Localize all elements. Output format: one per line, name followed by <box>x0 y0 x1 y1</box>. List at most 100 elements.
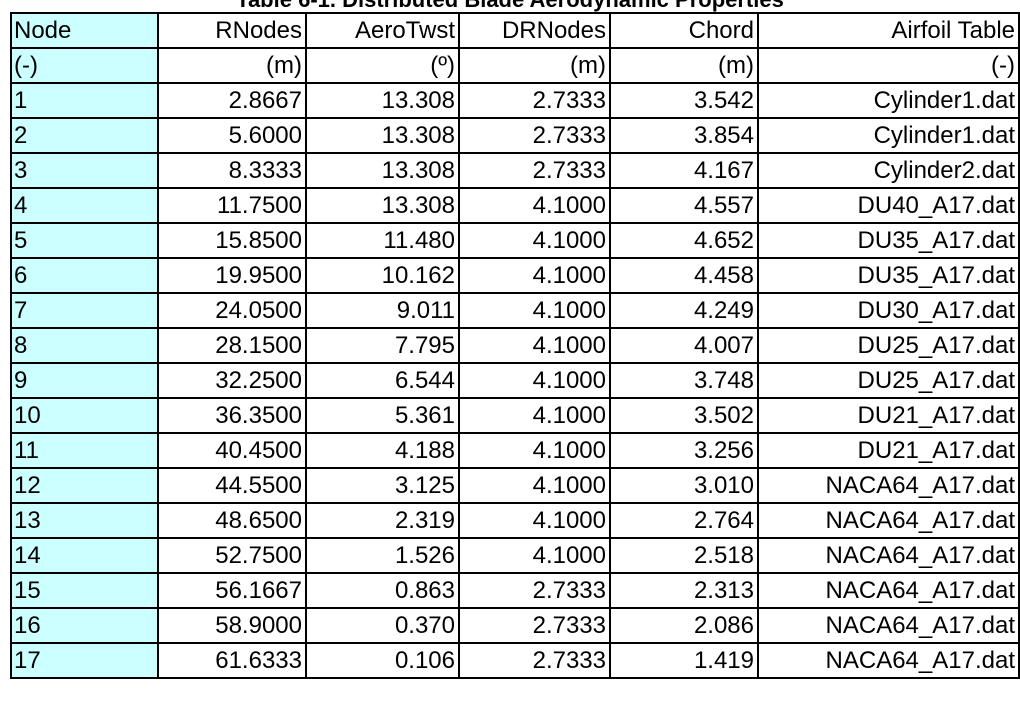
cell: 56.1667 <box>157 572 307 609</box>
cell: 58.9000 <box>157 607 307 644</box>
cell: 44.5500 <box>157 467 307 504</box>
cell: 3.854 <box>609 117 759 154</box>
cell: DU30_A17.dat <box>757 292 1020 329</box>
node-cell: 3 <box>10 152 159 189</box>
cell: 2.313 <box>609 572 759 609</box>
cell: 4.652 <box>609 222 759 259</box>
cell: Cylinder2.dat <box>757 152 1020 189</box>
cell: Airfoil Table <box>757 12 1020 49</box>
cell: 4.1000 <box>458 292 611 329</box>
cell: 36.3500 <box>157 397 307 434</box>
node-cell: 14 <box>10 537 159 574</box>
cell: DU21_A17.dat <box>757 397 1020 434</box>
cell: (º) <box>305 47 460 84</box>
node-cell: Node <box>10 12 159 49</box>
data-row: 13 48.6500 2.319 4.1000 2.764 NACA64_A17.dat <box>10 502 1020 539</box>
cell: 4.1000 <box>458 432 611 469</box>
cell: DU40_A17.dat <box>757 187 1020 224</box>
node-cell: 6 <box>10 257 159 294</box>
cell: 2.7333 <box>458 607 611 644</box>
cell: 2.8667 <box>157 82 307 119</box>
cell: NACA64_A17.dat <box>757 642 1020 679</box>
data-row: 17 61.6333 0.106 2.7333 1.419 NACA64_A17.dat <box>10 642 1020 679</box>
cell: 13.308 <box>305 117 460 154</box>
cell: 0.106 <box>305 642 460 679</box>
cell: 8.3333 <box>157 152 307 189</box>
cell: 3.502 <box>609 397 759 434</box>
cell: 52.7500 <box>157 537 307 574</box>
cell: 5.6000 <box>157 117 307 154</box>
cell: 4.007 <box>609 327 759 364</box>
cell: 32.2500 <box>157 362 307 399</box>
data-row: 2 5.6000 13.308 2.7333 3.854 Cylinder1.dat <box>10 117 1020 154</box>
data-row: 4 11.7500 13.308 4.1000 4.557 DU40_A17.dat <box>10 187 1020 224</box>
node-cell: 16 <box>10 607 159 644</box>
cell: 2.319 <box>305 502 460 539</box>
cell: 4.1000 <box>458 327 611 364</box>
cell: 13.308 <box>305 152 460 189</box>
cell: NACA64_A17.dat <box>757 607 1020 644</box>
data-row: 9 32.2500 6.544 4.1000 3.748 DU25_A17.dat <box>10 362 1020 399</box>
cell: (m) <box>458 47 611 84</box>
data-row: 15 56.1667 0.863 2.7333 2.313 NACA64_A17.dat <box>10 572 1020 609</box>
data-row: 16 58.9000 0.370 2.7333 2.086 NACA64_A17.dat <box>10 607 1020 644</box>
cell: 0.370 <box>305 607 460 644</box>
cell: (-) <box>757 47 1020 84</box>
cell: 13.308 <box>305 187 460 224</box>
cell: 13.308 <box>305 82 460 119</box>
cell: 2.7333 <box>458 82 611 119</box>
cell: 2.7333 <box>458 117 611 154</box>
cell: AeroTwst <box>305 12 460 49</box>
node-cell: 9 <box>10 362 159 399</box>
cell: NACA64_A17.dat <box>757 502 1020 539</box>
cell: (m) <box>157 47 307 84</box>
cell: 2.086 <box>609 607 759 644</box>
cell: (m) <box>609 47 759 84</box>
cell: DU25_A17.dat <box>757 362 1020 399</box>
cell: 4.1000 <box>458 362 611 399</box>
cell: 4.1000 <box>458 397 611 434</box>
cell: 2.7333 <box>458 152 611 189</box>
cell: 4.188 <box>305 432 460 469</box>
cell: 4.167 <box>609 152 759 189</box>
cell: DU35_A17.dat <box>757 222 1020 259</box>
cell: 3.256 <box>609 432 759 469</box>
header-row: (-) (m) (º) (m) (m) (-) <box>10 47 1020 84</box>
table-body: Node RNodes AeroTwst DRNodes Chord Airfoil Ta… <box>10 12 1020 679</box>
data-row: 10 36.3500 5.361 4.1000 3.502 DU21_A17.dat <box>10 397 1020 434</box>
node-cell: (-) <box>10 47 159 84</box>
data-row: 6 19.9500 10.162 4.1000 4.458 DU35_A17.dat <box>10 257 1020 294</box>
cell: 3.542 <box>609 82 759 119</box>
data-row: 5 15.8500 11.480 4.1000 4.652 DU35_A17.dat <box>10 222 1020 259</box>
data-row: 3 8.3333 13.308 2.7333 4.167 Cylinder2.dat <box>10 152 1020 189</box>
cell: NACA64_A17.dat <box>757 572 1020 609</box>
cell: 4.1000 <box>458 537 611 574</box>
cell: 2.7333 <box>458 642 611 679</box>
cell: 10.162 <box>305 257 460 294</box>
node-cell: 17 <box>10 642 159 679</box>
data-row: 14 52.7500 1.526 4.1000 2.518 NACA64_A17.dat <box>10 537 1020 574</box>
cell: 2.7333 <box>458 572 611 609</box>
cell: 4.557 <box>609 187 759 224</box>
cell: 6.544 <box>305 362 460 399</box>
node-cell: 13 <box>10 502 159 539</box>
cell: 7.795 <box>305 327 460 364</box>
cell: 15.8500 <box>157 222 307 259</box>
node-cell: 1 <box>10 82 159 119</box>
cell: 9.011 <box>305 292 460 329</box>
cell: NACA64_A17.dat <box>757 537 1020 574</box>
cell: DU35_A17.dat <box>757 257 1020 294</box>
cell: 2.518 <box>609 537 759 574</box>
node-cell: 7 <box>10 292 159 329</box>
node-cell: 12 <box>10 467 159 504</box>
node-cell: 2 <box>10 117 159 154</box>
cell: 24.0500 <box>157 292 307 329</box>
cell: RNodes <box>157 12 307 49</box>
node-cell: 5 <box>10 222 159 259</box>
data-row: 11 40.4500 4.188 4.1000 3.256 DU21_A17.dat <box>10 432 1020 469</box>
cell: 40.4500 <box>157 432 307 469</box>
cell: 3.010 <box>609 467 759 504</box>
cell: NACA64_A17.dat <box>757 467 1020 504</box>
data-row: 12 44.5500 3.125 4.1000 3.010 NACA64_A17.dat <box>10 467 1020 504</box>
